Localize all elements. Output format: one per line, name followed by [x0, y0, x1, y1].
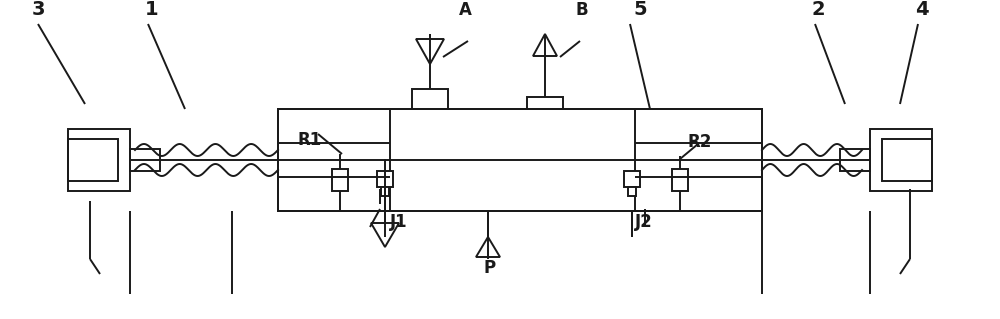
Bar: [278, 109, 390, 211]
Bar: [381, 187, 389, 196]
Text: R1: R1: [298, 131, 322, 149]
Bar: [635, 109, 762, 211]
Bar: [628, 187, 636, 196]
Bar: [332, 169, 348, 191]
Polygon shape: [416, 39, 444, 64]
Bar: [840, 149, 870, 171]
Polygon shape: [476, 237, 500, 257]
Text: 4: 4: [915, 0, 929, 19]
Bar: [882, 139, 932, 181]
Text: A: A: [459, 1, 471, 19]
Polygon shape: [371, 223, 399, 247]
Text: 5: 5: [633, 0, 647, 19]
Bar: [672, 169, 688, 191]
Text: 3: 3: [31, 0, 45, 19]
Bar: [377, 171, 393, 187]
Bar: [412, 89, 448, 109]
Polygon shape: [533, 34, 557, 56]
Bar: [278, 109, 762, 211]
Text: J2: J2: [635, 213, 653, 231]
Text: 1: 1: [145, 0, 159, 19]
Bar: [527, 97, 563, 109]
Bar: [130, 149, 160, 171]
Text: 2: 2: [811, 0, 825, 19]
Bar: [870, 129, 932, 191]
Text: P: P: [484, 259, 496, 277]
Bar: [68, 129, 130, 191]
Bar: [68, 139, 118, 181]
Text: B: B: [576, 1, 588, 19]
Bar: [624, 171, 640, 187]
Text: J1: J1: [390, 213, 408, 231]
Text: R2: R2: [688, 133, 712, 151]
